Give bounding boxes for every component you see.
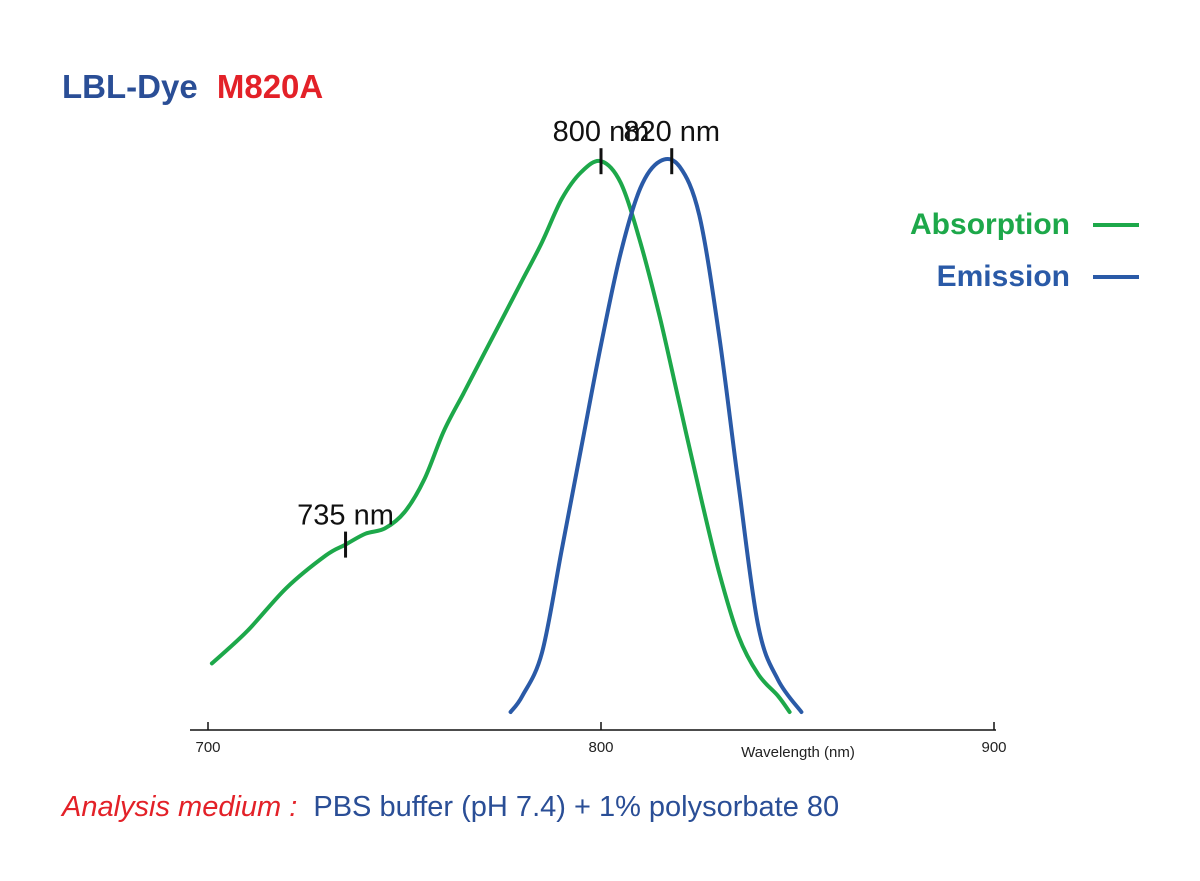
analysis-medium-label: Analysis medium :	[60, 791, 297, 823]
peak-label: 800 nm	[553, 116, 650, 148]
chart-title: LBL-Dye M820A	[62, 68, 323, 105]
x-tick-label: 700	[195, 739, 220, 756]
series-line-absorption	[209, 158, 792, 714]
peak-label: 735 nm	[297, 500, 394, 532]
legend: Absorption Emission	[910, 208, 1139, 293]
title-product-line: LBL-Dye	[62, 68, 198, 105]
series-line-emission	[508, 156, 804, 714]
analysis-medium-text: PBS buffer (pH 7.4) + 1% polysorbate 80	[313, 791, 839, 823]
legend-label-emission: Emission	[937, 260, 1070, 293]
title-product-code: M820A	[217, 68, 323, 105]
x-tick-label: 800	[588, 739, 613, 756]
x-tick-label: 900	[981, 739, 1006, 756]
peak-label: 820 nm	[623, 116, 720, 148]
x-axis-label: Wavelength (nm)	[741, 744, 855, 761]
x-axis: 700 800 900	[190, 722, 1007, 756]
legend-label-absorption: Absorption	[910, 208, 1070, 241]
series-layer	[209, 156, 804, 714]
analysis-medium-note: Analysis medium : PBS buffer (pH 7.4) + …	[60, 791, 839, 823]
